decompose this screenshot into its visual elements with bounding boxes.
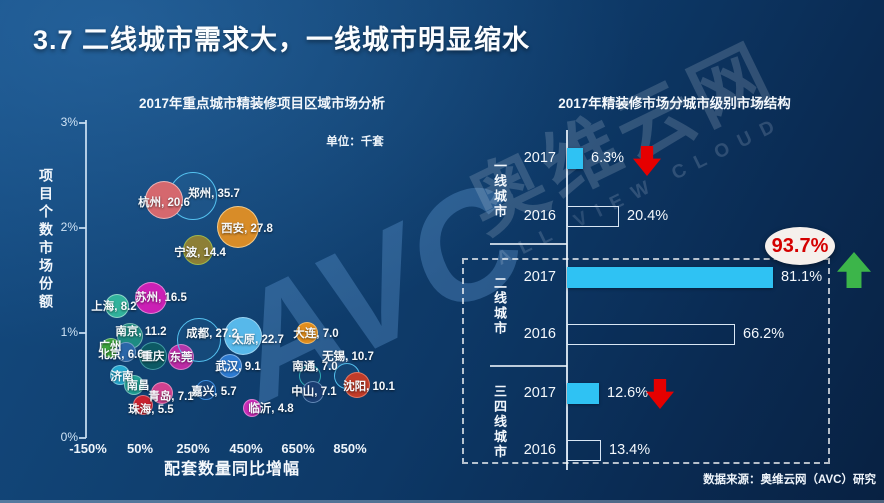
x-tick-label: 450% — [229, 441, 263, 456]
y-tick-mark — [79, 437, 86, 439]
x-tick-label: 250% — [176, 441, 210, 456]
y-tick-label: 1% — [60, 325, 78, 339]
bubble-label-临沂: 临沂, 4.8 — [248, 403, 294, 415]
x-axis-title: 配套数量同比增幅 — [163, 461, 300, 478]
category-separator — [490, 243, 567, 245]
bottom-strip — [0, 500, 884, 503]
bubble-label-广州: 广州 — [98, 341, 122, 353]
y-tick-mark — [79, 332, 86, 334]
bubble-沈阳 — [344, 372, 370, 398]
year-label: 2016 — [523, 442, 556, 458]
x-tick-label: -150% — [69, 441, 107, 456]
category-label-二线城市: 二线城市 — [492, 276, 507, 336]
bubble-label-大连: 大连, 7.0 — [293, 328, 339, 340]
bubble-label-中山: 中山, 7.1 — [291, 386, 337, 398]
bubble-苏州 — [135, 282, 167, 314]
x-tick-label: 850% — [333, 441, 367, 456]
bar-三四线城市-2017 — [567, 383, 599, 404]
bubble-重庆 — [139, 342, 167, 370]
y-axis-title: 项目个数市场份额 — [38, 168, 54, 312]
increase-arrow-icon — [837, 252, 871, 288]
bar-一线城市-2017 — [567, 148, 583, 169]
bubble-青岛 — [151, 382, 173, 404]
year-label: 2016 — [523, 326, 556, 342]
bubble-label-西安: 西安, 27.8 — [221, 223, 273, 235]
bar-二线城市-2016 — [567, 324, 735, 345]
bubble-杭州 — [145, 181, 183, 219]
bubble-label-上海: 上海, 8.2 — [91, 301, 137, 313]
bubble-label-无锡: 无锡, 10.7 — [322, 351, 374, 363]
bubble-label-南昌: 南昌 — [126, 380, 150, 392]
highlight-value: 93.7% — [771, 234, 829, 257]
bubble-label-武汉: 武汉, 9.1 — [215, 361, 261, 373]
value-label: 66.2% — [743, 326, 785, 342]
bubble-label-成都: 成都, 27.2 — [186, 328, 238, 340]
bubble-label-杭州: 杭州, 20.6 — [138, 197, 190, 209]
highlight-badge: 93.7% — [765, 227, 835, 265]
bar-一线城市-2016 — [567, 206, 619, 227]
category-separator — [490, 365, 567, 367]
year-label: 2017 — [523, 150, 556, 166]
bubble-嘉兴 — [196, 380, 216, 400]
bubble-西安 — [217, 206, 259, 248]
bubble-chart-title: 2017年重点城市精装修项目区域市场分析 — [138, 96, 386, 111]
bubble-label-珠海: 珠海, 5.5 — [128, 404, 174, 416]
bubble-label-嘉兴: 嘉兴, 5.7 — [191, 386, 237, 398]
bubble-北京 — [116, 342, 136, 362]
year-label: 2017 — [523, 269, 556, 285]
page-title: 3.7 二线城市需求大，一线城市明显缩水 — [33, 25, 531, 55]
bar-二线城市-2017 — [567, 267, 773, 288]
bubble-label-北京: 北京, 6.6 — [98, 349, 144, 361]
y-tick-mark — [79, 122, 86, 124]
y-tick-label: 0% — [60, 430, 78, 444]
bubble-label-太原: 太原, 22.7 — [232, 334, 284, 346]
year-label: 2016 — [523, 208, 556, 224]
source-note: 数据来源：奥维云网（AVC）研究 — [703, 474, 876, 486]
bubble-中山 — [302, 381, 324, 403]
bubble-宁波 — [183, 235, 213, 265]
value-label: 13.4% — [609, 442, 651, 458]
value-label: 12.6% — [607, 385, 649, 401]
unit-label: 单位：千套 — [326, 136, 384, 148]
value-label: 20.4% — [627, 208, 669, 224]
bubble-太原 — [224, 317, 262, 355]
bubble-label-青岛: 青岛, 7.1 — [148, 391, 194, 403]
bubble-label-沈阳: 沈阳, 10.1 — [343, 381, 395, 393]
bubble-南昌 — [124, 375, 144, 395]
bubble-label-东莞: 东莞 — [169, 352, 193, 364]
bubble-大连 — [296, 322, 318, 344]
bubble-label-南京: 南京, 11.2 — [115, 326, 167, 338]
value-label: 6.3% — [591, 150, 625, 166]
bubble-珠海 — [133, 395, 153, 415]
bubble-label-南通: 南通, 7.0 — [292, 361, 338, 373]
bubble-label-宁波: 宁波, 14.4 — [174, 247, 226, 259]
x-tick-label: 50% — [126, 441, 154, 456]
bubble-成都 — [177, 318, 221, 362]
bar-axis-line — [566, 130, 568, 470]
year-label: 2017 — [523, 385, 556, 401]
bubble-label-郑州: 郑州, 35.7 — [188, 188, 240, 200]
bar-三四线城市-2016 — [567, 440, 601, 461]
bubble-label-苏州: 苏州, 16.5 — [135, 292, 187, 304]
y-tick-label: 3% — [60, 115, 78, 129]
bubble-临沂 — [243, 399, 261, 417]
bubble-上海 — [105, 294, 129, 318]
bar-chart-title: 2017年精装修市场分城市级别市场结构 — [558, 96, 791, 111]
tier2-dashed-box — [462, 258, 830, 464]
y-axis-line — [85, 120, 87, 438]
bubble-label-重庆: 重庆 — [141, 351, 165, 363]
bubble-label-济南: 济南 — [110, 371, 134, 383]
category-label-三四线城市: 三四线城市 — [492, 384, 507, 460]
x-tick-label: 650% — [281, 441, 315, 456]
value-label: 81.1% — [781, 269, 823, 285]
bubble-武汉 — [218, 354, 242, 378]
y-tick-label: 2% — [60, 220, 78, 234]
y-tick-mark — [79, 227, 86, 229]
decrease-arrow-icon — [633, 146, 661, 176]
watermark-brand-en: ALL VIEW CLOUD — [493, 111, 788, 270]
category-label-一线城市: 一线城市 — [492, 159, 507, 219]
